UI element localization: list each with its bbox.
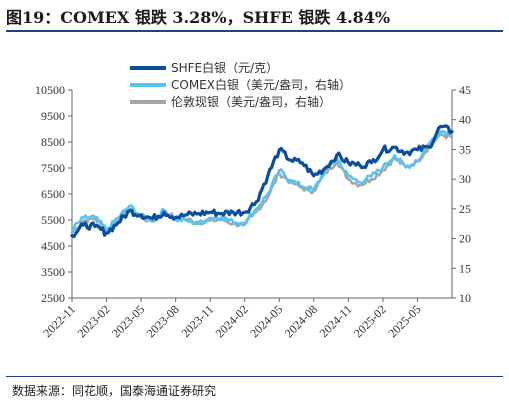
left-y-tick-label: 10500 — [35, 83, 65, 97]
x-tick-label: 2024-11 — [317, 302, 355, 340]
left-y-tick-label: 9500 — [41, 109, 65, 123]
series-lines — [70, 124, 454, 239]
x-tick-label: 2023-08 — [144, 302, 182, 340]
left-y-tick-label: 6500 — [41, 187, 65, 201]
x-tick-label: 2025-05 — [385, 302, 423, 340]
x-tick-label: 2024-02 — [213, 302, 251, 340]
source-rule — [6, 376, 503, 377]
left-y-tick-label: 3500 — [41, 265, 65, 279]
legend-label-shfe: SHFE白银（元/克） — [171, 60, 278, 75]
x-tick-label: 2022-11 — [40, 302, 78, 340]
right-y-tick-label: 20 — [459, 232, 471, 246]
x-tick-label: 2023-02 — [74, 302, 112, 340]
source-note: 数据来源：同花顺，国泰海通证券研究 — [12, 384, 217, 398]
left-y-tick-label: 5500 — [41, 213, 65, 227]
x-tick-label: 2023-05 — [109, 302, 147, 340]
x-tick-label: 2023-11 — [178, 302, 216, 340]
figure-title: 图19：COMEX 银跌 3.28%，SHFE 银跌 4.84% — [6, 8, 391, 27]
x-tick-label: 2025-02 — [351, 302, 389, 340]
left-y-ticks: 2500 3500 4500 5500 6500 7500 8500 9500 10500 — [35, 83, 72, 305]
left-y-tick-label: 7500 — [41, 161, 65, 175]
legend-label-lunlun: 伦敦现银（美元/盎司，右轴） — [171, 94, 331, 109]
right-y-tick-label: 45 — [459, 83, 471, 97]
right-y-ticks: 10 15 20 25 30 35 40 45 — [452, 83, 471, 305]
series-line-shfe — [70, 124, 454, 239]
chart-legend: SHFE白银（元/克） COMEX白银（美元/盎司，右轴） 伦敦现银（美元/盎司，右… — [130, 60, 351, 109]
right-y-tick-label: 10 — [459, 291, 471, 305]
left-y-tick-label: 8500 — [41, 135, 65, 149]
series-line-lunlun — [70, 133, 454, 234]
right-y-tick-label: 30 — [459, 172, 471, 186]
right-y-tick-label: 25 — [459, 202, 471, 216]
title-rule — [6, 30, 503, 32]
legend-label-comex: COMEX白银（美元/盎司，右轴） — [171, 77, 351, 92]
right-y-tick-label: 35 — [459, 142, 471, 156]
x-tick-label: 2024-08 — [282, 302, 320, 340]
right-y-tick-label: 40 — [459, 113, 471, 127]
left-y-tick-label: 2500 — [41, 291, 65, 305]
chart-axes — [71, 90, 453, 299]
left-y-tick-label: 4500 — [41, 239, 65, 253]
x-tick-label: 2024-05 — [247, 302, 285, 340]
x-ticks: 2022-112023-022023-052023-082023-112024-… — [40, 298, 424, 340]
right-y-tick-label: 15 — [459, 261, 471, 275]
